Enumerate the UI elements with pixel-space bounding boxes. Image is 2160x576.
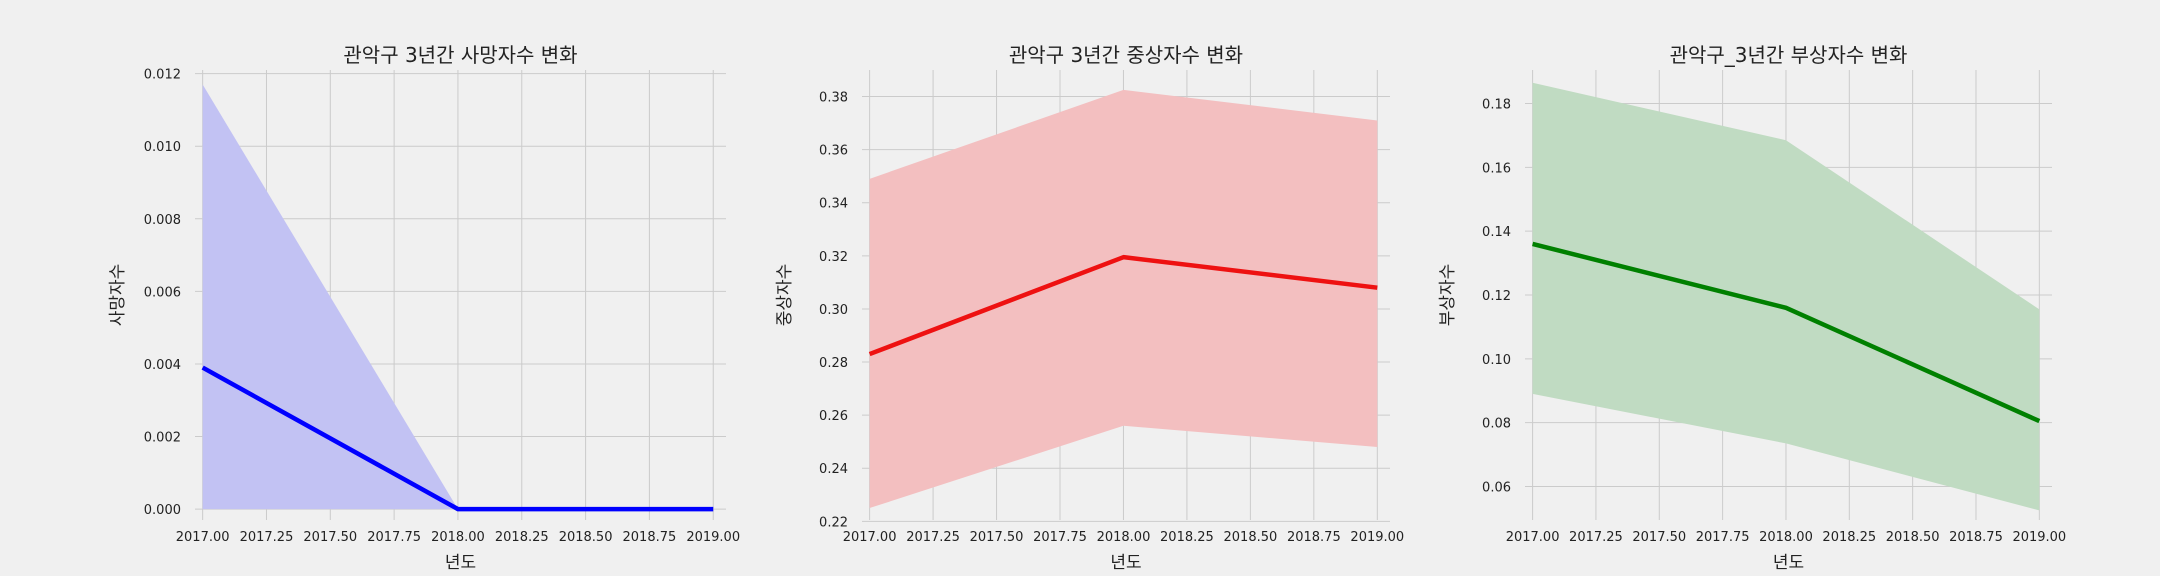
- x-tick-label: 2018.25: [495, 530, 549, 545]
- x-tick-label: 2017.00: [1506, 530, 1560, 545]
- y-tick-label: 0.26: [819, 409, 848, 424]
- x-tick-label: 2018.75: [623, 530, 677, 545]
- x-tick-label: 2017.50: [303, 530, 357, 545]
- y-tick-label: 0.012: [144, 68, 181, 83]
- y-tick-label: 0.12: [1482, 289, 1511, 304]
- series-line: [1532, 241, 2041, 424]
- x-axis-label: 년도: [445, 553, 476, 573]
- y-tick-label: 0.10: [1482, 353, 1511, 368]
- x-tick-label: 2018.75: [1287, 530, 1341, 545]
- x-tick-label: 2018.75: [1949, 530, 2003, 545]
- x-axis-label: 년도: [1110, 553, 1141, 573]
- y-tick-label: 0.36: [819, 144, 848, 159]
- y-tick-label: 0.000: [144, 503, 181, 518]
- y-tick-label: 0.008: [144, 213, 181, 228]
- chart-title: 관악구_3년간 부상자수 변화: [1670, 43, 1908, 67]
- y-axis-label: 부상자수: [1438, 264, 1458, 327]
- x-tick-label: 2017.75: [367, 530, 421, 545]
- x-tick-label: 2018.50: [559, 530, 613, 545]
- y-tick-label: 0.24: [819, 462, 848, 477]
- x-tick-label: 2017.50: [1632, 530, 1686, 545]
- y-tick-label: 0.010: [144, 140, 181, 155]
- x-tick-label: 2017.00: [176, 530, 230, 545]
- chart-title: 관악구 3년간 사망자수 변화: [343, 43, 577, 67]
- confidence-band: [202, 84, 714, 510]
- x-tick-label: 2018.50: [1886, 530, 1940, 545]
- y-tick-label: 0.32: [819, 250, 848, 265]
- x-tick-label: 2017.75: [1033, 530, 1087, 545]
- y-tick-label: 0.16: [1482, 161, 1511, 176]
- y-tick-label: 0.08: [1482, 417, 1511, 432]
- y-tick-label: 0.18: [1482, 98, 1511, 113]
- x-tick-label: 2018.25: [1822, 530, 1876, 545]
- x-tick-label: 2018.00: [431, 530, 485, 545]
- x-tick-label: 2018.25: [1160, 530, 1214, 545]
- x-tick-label: 2018.00: [1759, 530, 1813, 545]
- x-tick-label: 2018.00: [1097, 530, 1151, 545]
- confidence-band: [869, 89, 1378, 509]
- y-tick-label: 0.002: [144, 431, 181, 446]
- x-tick-label: 2019.00: [1350, 530, 1404, 545]
- series-line: [201, 365, 714, 512]
- y-tick-label: 0.22: [819, 515, 848, 530]
- confidence-band: [1532, 82, 2040, 511]
- y-tick-label: 0.34: [819, 197, 848, 212]
- x-tick-label: 2017.25: [1569, 530, 1623, 545]
- y-tick-label: 0.004: [144, 358, 181, 373]
- x-tick-label: 2019.00: [686, 530, 740, 545]
- y-tick-label: 0.14: [1482, 225, 1511, 240]
- y-tick-label: 0.30: [819, 303, 848, 318]
- series-line: [868, 254, 1378, 357]
- y-axis-label: 사망자수: [108, 264, 128, 327]
- x-tick-label: 2017.75: [1696, 530, 1750, 545]
- chart-panel-2: 2017.00 2017.25 2017.50 2017.75 2018.00 2018.…: [775, 43, 1404, 573]
- chart-panel-3: 2017.00 2017.25 2017.50 2017.75 2018.00 2018.…: [1438, 43, 2066, 573]
- x-tick-label: 2017.00: [843, 530, 897, 545]
- y-tick-label: 0.38: [819, 91, 848, 106]
- y-axis-label: 중상자수: [775, 264, 795, 327]
- x-tick-label: 2017.25: [240, 530, 294, 545]
- chart-panel-1: 2017.00 2017.25 2017.50 2017.75 2018.00 2018.…: [108, 43, 740, 573]
- x-axis-label: 년도: [1773, 553, 1804, 573]
- x-tick-label: 2017.50: [970, 530, 1024, 545]
- y-tick-label: 0.28: [819, 356, 848, 371]
- x-tick-label: 2017.25: [906, 530, 960, 545]
- y-tick-label: 0.06: [1482, 480, 1511, 495]
- chart-title: 관악구 3년간 중상자수 변화: [1009, 43, 1243, 67]
- x-tick-label: 2019.00: [2012, 530, 2066, 545]
- y-tick-label: 0.006: [144, 285, 181, 300]
- x-tick-label: 2018.50: [1224, 530, 1278, 545]
